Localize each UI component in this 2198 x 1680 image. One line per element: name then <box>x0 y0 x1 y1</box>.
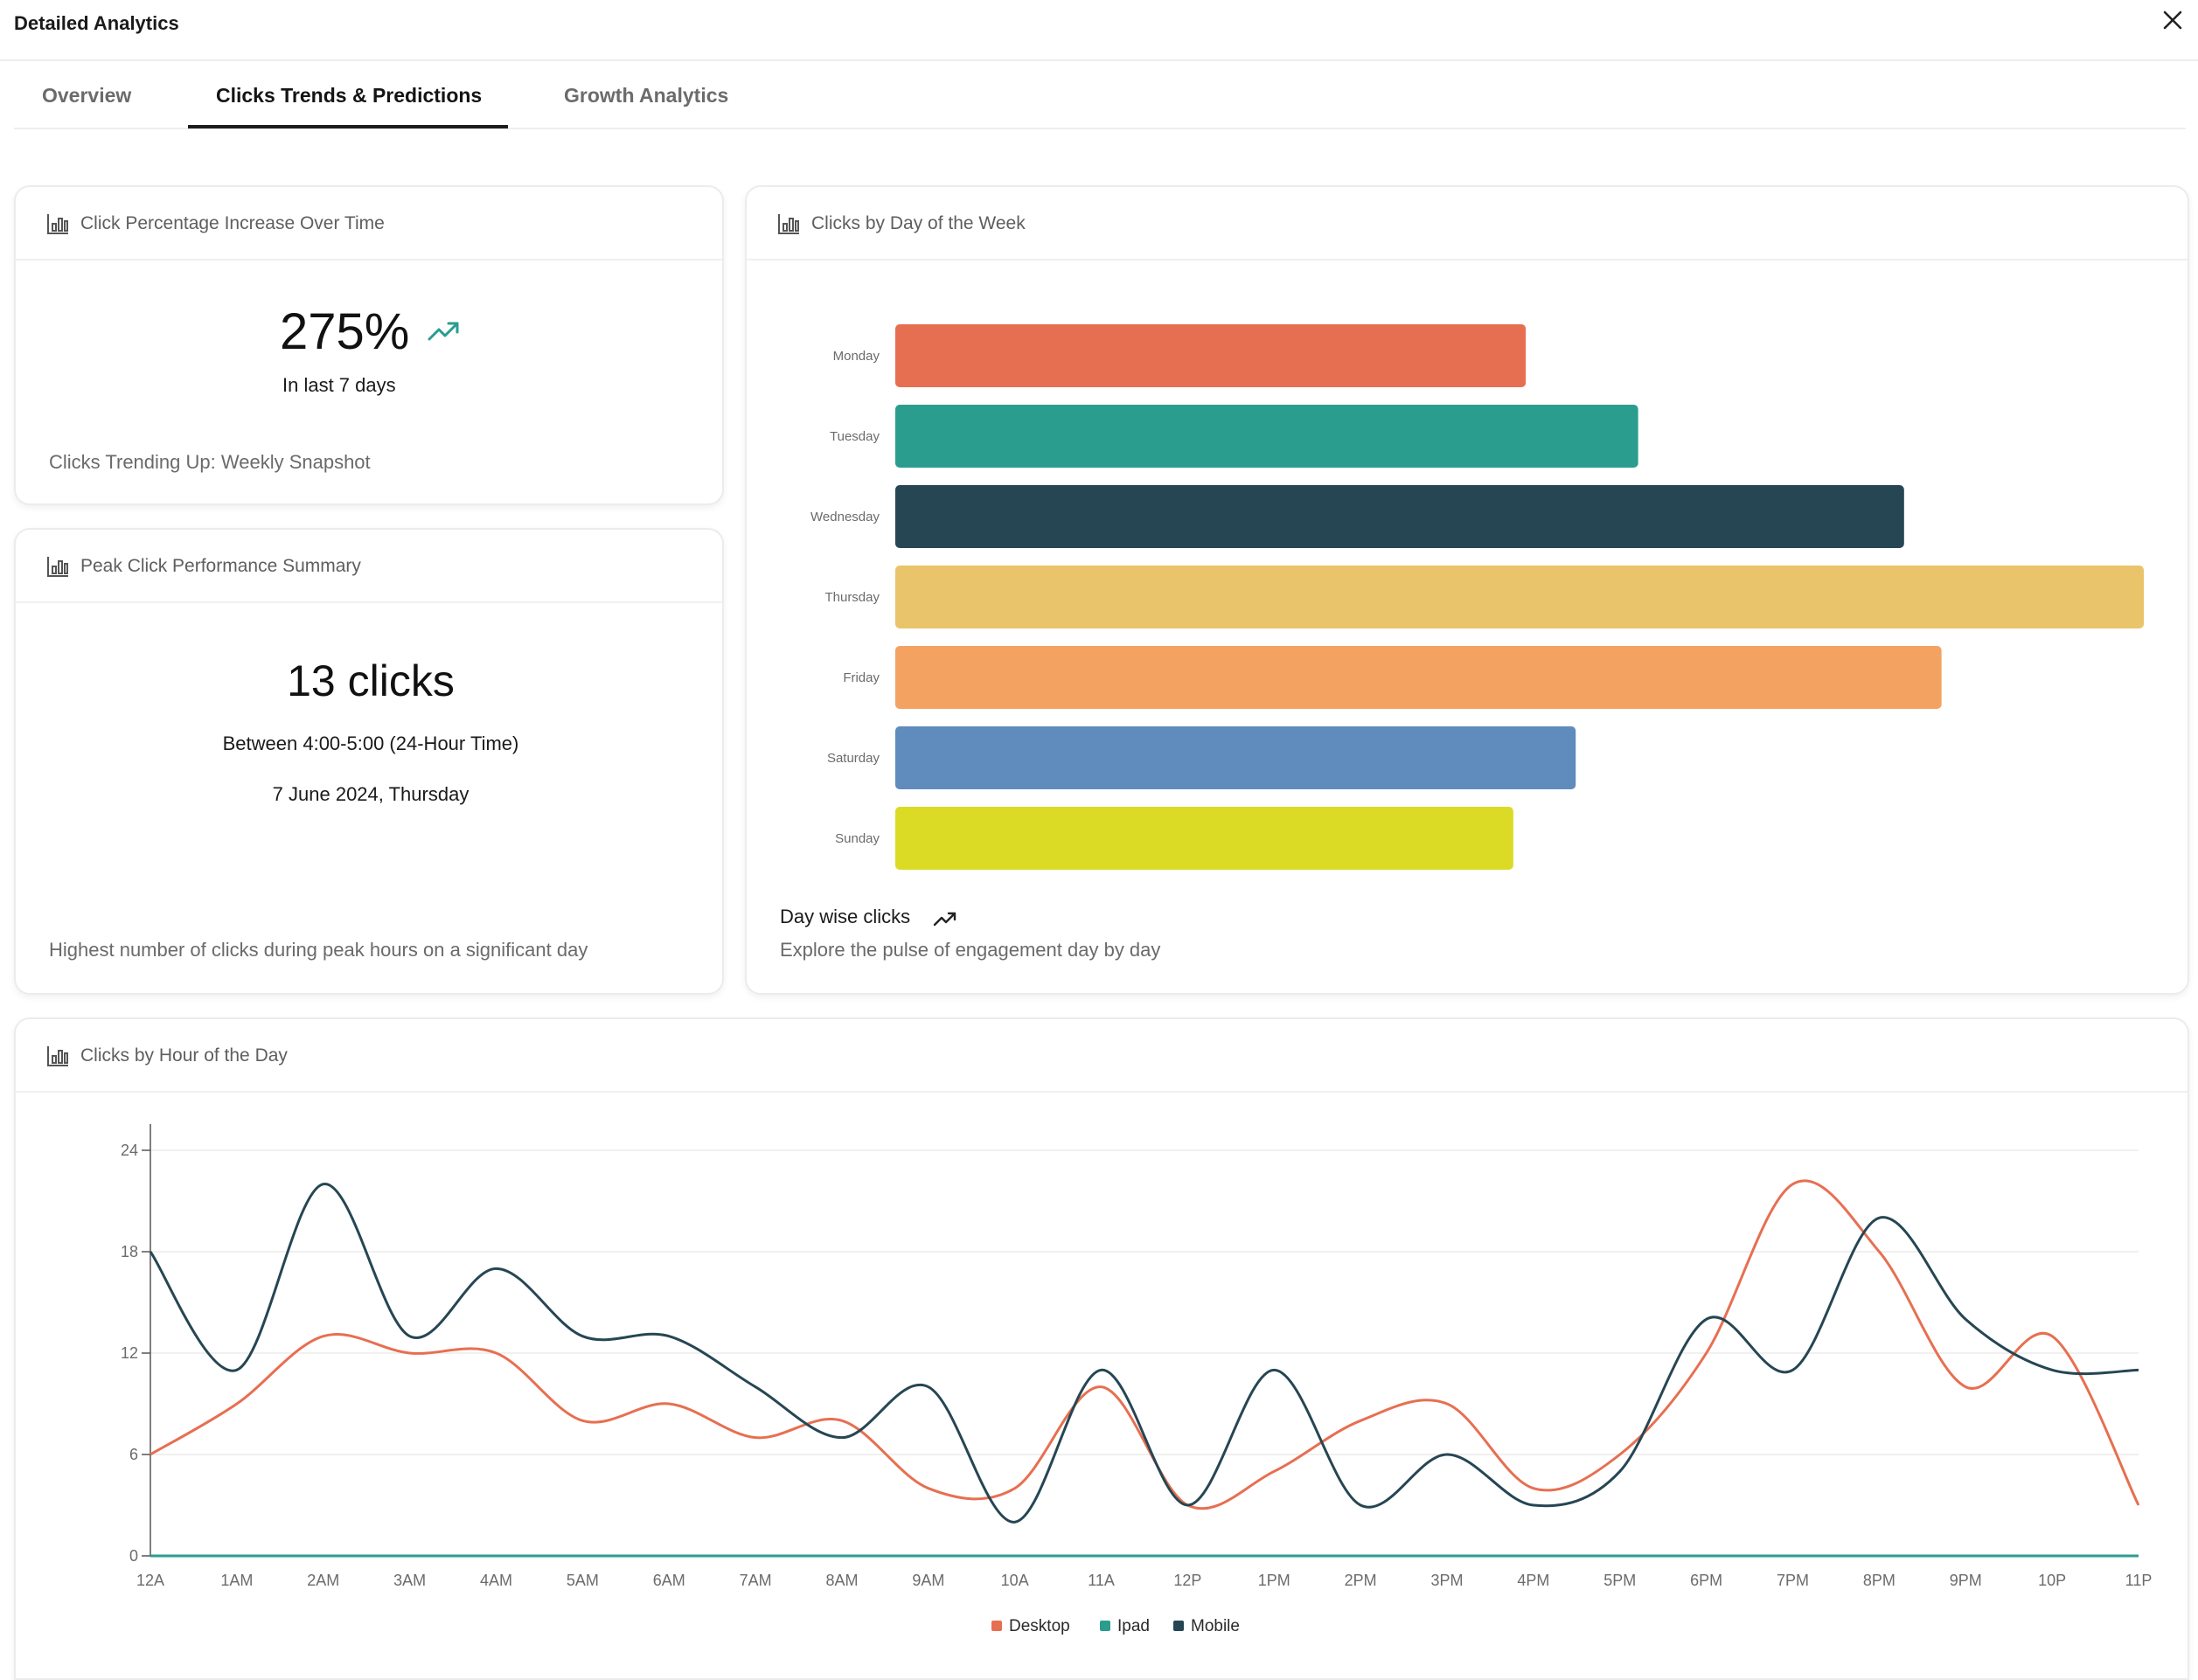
bar-friday[interactable] <box>895 646 1942 709</box>
hour-card: Clicks by Hour of the Day 0 6 12 18 24 12A 1AM… <box>14 1017 2189 1680</box>
hour-line-chart: 0 6 12 18 24 12A 1AM 2AM 3AM 4AM 5AM 6AM 7AM 8AM 9AM 10… <box>121 1124 2153 1635</box>
bar-thursday[interactable] <box>895 566 2144 628</box>
trending-up-icon <box>428 322 459 341</box>
bar-label-friday: Friday <box>843 670 880 685</box>
x-tick-label: 6PM <box>1690 1572 1722 1589</box>
day-card: Clicks by Day of the Week Monday Tuesday W… <box>745 185 2189 995</box>
close-icon <box>2163 10 2182 30</box>
peak-card: Peak Click Performance Summary 13 clicks… <box>14 528 724 995</box>
x-tick-label: 11P <box>2125 1572 2153 1589</box>
tab-overview[interactable]: Overview <box>42 84 132 107</box>
close-button[interactable] <box>2160 7 2186 33</box>
card-title: Peak Click Performance Summary <box>80 556 361 576</box>
bar-label-tuesday: Tuesday <box>830 429 880 444</box>
x-tick-label: 7PM <box>1777 1572 1809 1589</box>
y-tick-label: 0 <box>129 1547 138 1565</box>
bar-tuesday[interactable] <box>895 405 1638 468</box>
x-tick-label: 4PM <box>1517 1572 1549 1589</box>
card-title: Clicks by Hour of the Day <box>80 1045 288 1066</box>
x-tick-label: 10P <box>2038 1572 2066 1589</box>
tab-clicks-trends[interactable]: Clicks Trends & Predictions <box>216 84 483 107</box>
day-caption: Day wise clicks <box>780 906 911 927</box>
card-header: Click Percentage Increase Over Time <box>16 187 722 260</box>
x-tick-label: 8PM <box>1863 1572 1895 1589</box>
series-line-desktop[interactable] <box>150 1179 2140 1510</box>
x-tick-label: 1AM <box>220 1572 253 1589</box>
x-tick-label: 5AM <box>567 1572 599 1589</box>
card-title: Click Percentage Increase Over Time <box>80 213 385 233</box>
x-tick-label: 8AM <box>825 1572 858 1589</box>
card-header: Clicks by Day of the Week <box>747 187 2188 260</box>
x-tick-label: 9PM <box>1950 1572 1982 1589</box>
peak-footnote: Highest number of clicks during peak hou… <box>49 939 588 961</box>
card-header: Peak Click Performance Summary <box>16 530 722 603</box>
x-tick-label: 3PM <box>1431 1572 1464 1589</box>
x-tick-label: 2AM <box>307 1572 339 1589</box>
bar-wednesday[interactable] <box>895 485 1904 548</box>
page-title: Detailed Analytics <box>14 12 179 34</box>
legend-label-mobile[interactable]: Mobile <box>1191 1617 1240 1635</box>
peak-date: 7 June 2024, Thursday <box>272 783 470 805</box>
x-tick-label: 3AM <box>393 1572 426 1589</box>
legend-swatch-ipad <box>1100 1621 1110 1631</box>
bar-sunday[interactable] <box>895 807 1513 870</box>
top-bar: Detailed Analytics <box>0 0 2198 61</box>
peak-value: 13 clicks <box>287 656 455 705</box>
y-tick-label: 18 <box>121 1243 138 1260</box>
active-tab-indicator <box>188 125 508 128</box>
day-bar-chart: Monday Tuesday Wednesday Thursday Friday Satu… <box>810 324 2144 870</box>
legend-swatch-mobile <box>1173 1621 1184 1631</box>
y-tick-label: 6 <box>129 1446 138 1463</box>
x-tick-label: 12P <box>1173 1572 1201 1589</box>
bar-label-thursday: Thursday <box>824 590 880 605</box>
bar-chart-icon <box>47 1046 68 1066</box>
x-tick-label: 7AM <box>740 1572 772 1589</box>
tab-bar: Overview Clicks Trends & Predictions Gro… <box>14 61 2186 129</box>
bar-chart-icon <box>47 557 68 577</box>
legend-label-desktop[interactable]: Desktop <box>1009 1617 1070 1635</box>
card-header: Clicks by Hour of the Day <box>16 1019 2188 1093</box>
y-tick-label: 24 <box>121 1142 138 1159</box>
x-tick-label: 12A <box>136 1572 164 1589</box>
increase-period: In last 7 days <box>282 374 396 396</box>
bar-chart-icon <box>47 214 68 234</box>
peak-time-range: Between 4:00-5:00 (24-Hour Time) <box>222 732 519 754</box>
card-title: Clicks by Day of the Week <box>811 213 1026 233</box>
day-subcaption: Explore the pulse of engagement day by d… <box>780 939 1161 961</box>
x-tick-label: 11A <box>1088 1572 1115 1589</box>
x-tick-label: 10A <box>1001 1572 1029 1589</box>
increase-footnote: Clicks Trending Up: Weekly Snapshot <box>49 451 371 473</box>
increase-card: Click Percentage Increase Over Time 275%… <box>14 185 724 505</box>
x-tick-label: 4AM <box>480 1572 512 1589</box>
bar-label-sunday: Sunday <box>835 831 880 846</box>
legend-swatch-desktop <box>991 1621 1002 1631</box>
bar-label-saturday: Saturday <box>827 751 880 766</box>
increase-value: 275% <box>280 303 410 360</box>
bar-monday[interactable] <box>895 324 1527 387</box>
x-tick-label: 1PM <box>1258 1572 1290 1589</box>
tab-growth-analytics[interactable]: Growth Analytics <box>564 84 729 107</box>
y-tick-label: 12 <box>121 1344 138 1362</box>
bar-label-monday: Monday <box>833 349 880 364</box>
bar-chart-icon <box>778 214 799 234</box>
legend-label-ipad[interactable]: Ipad <box>1117 1617 1150 1635</box>
x-tick-label: 9AM <box>912 1572 944 1589</box>
x-tick-label: 6AM <box>653 1572 685 1589</box>
x-tick-label: 2PM <box>1345 1572 1377 1589</box>
bar-saturday[interactable] <box>895 726 1576 789</box>
bar-label-wednesday: Wednesday <box>810 510 880 524</box>
series-line-mobile[interactable] <box>149 1183 2139 1524</box>
x-tick-label: 5PM <box>1603 1572 1636 1589</box>
trending-up-icon <box>933 912 956 927</box>
